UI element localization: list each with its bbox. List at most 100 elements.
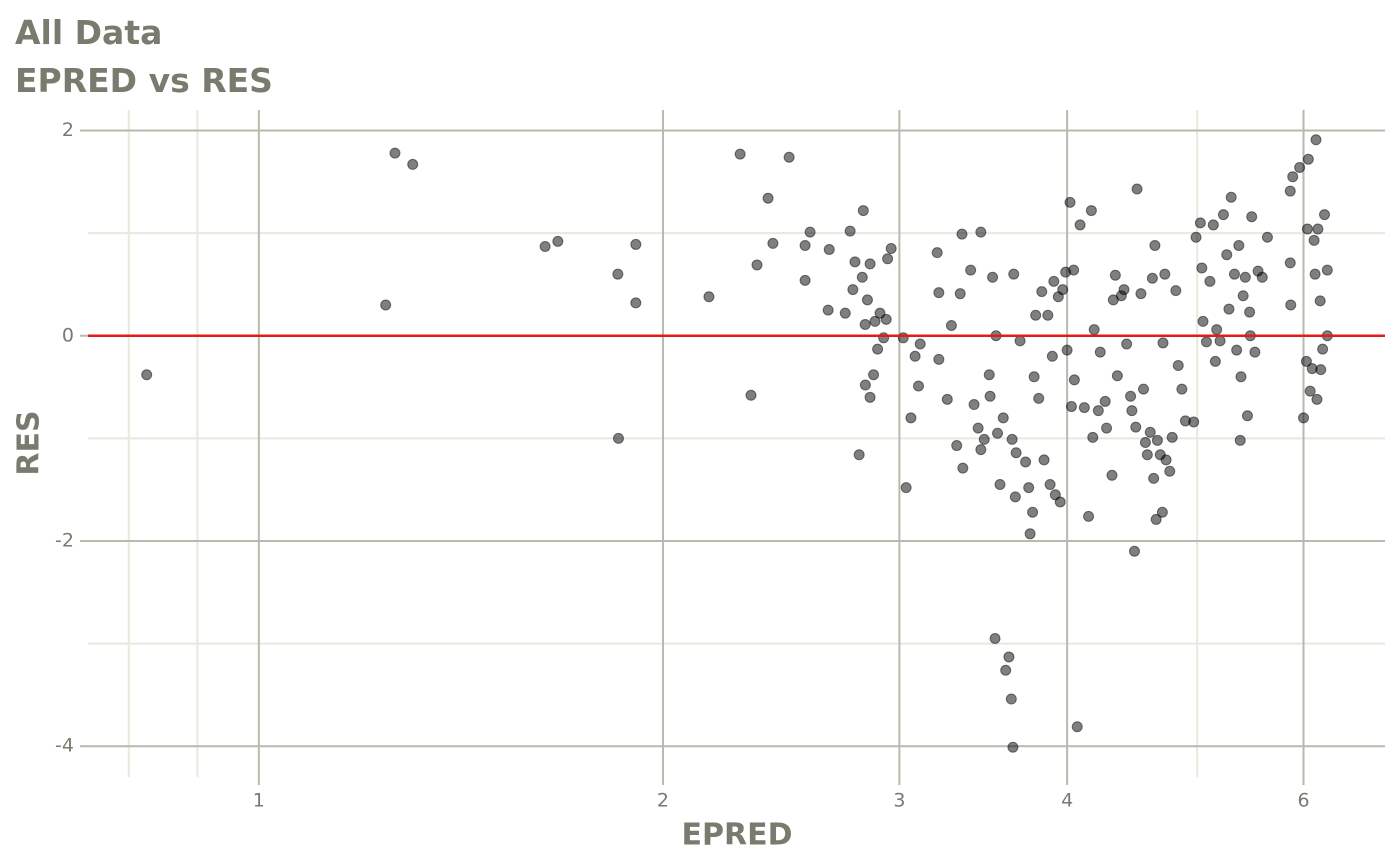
point xyxy=(1150,513,1162,525)
point xyxy=(987,271,999,283)
point xyxy=(783,151,795,163)
point xyxy=(1125,390,1137,402)
point xyxy=(1128,545,1140,557)
point xyxy=(1065,401,1077,413)
point xyxy=(864,258,876,270)
point xyxy=(1101,422,1113,434)
point xyxy=(1048,275,1060,287)
point xyxy=(857,205,869,217)
point xyxy=(872,343,884,355)
point xyxy=(849,256,861,268)
point xyxy=(897,332,909,344)
point xyxy=(1304,385,1316,397)
point xyxy=(1006,433,1018,445)
point xyxy=(1284,185,1296,197)
point xyxy=(983,369,995,381)
point xyxy=(1083,510,1095,522)
point xyxy=(1042,309,1054,321)
point xyxy=(956,228,968,240)
point xyxy=(1302,153,1314,165)
point xyxy=(1221,249,1233,261)
point xyxy=(878,332,890,344)
point xyxy=(1319,209,1331,221)
point xyxy=(804,226,816,238)
point xyxy=(1046,350,1058,362)
point xyxy=(1241,410,1253,422)
point xyxy=(869,315,881,327)
point xyxy=(1159,268,1171,280)
x-tick-label: 2 xyxy=(657,790,669,812)
point xyxy=(994,479,1006,491)
point xyxy=(972,422,984,434)
point xyxy=(965,264,977,276)
point xyxy=(1312,223,1324,235)
point xyxy=(1249,346,1261,358)
point xyxy=(1223,303,1235,315)
point xyxy=(1118,284,1130,296)
point xyxy=(1239,271,1251,283)
point xyxy=(1157,337,1169,349)
point xyxy=(1164,465,1176,477)
point xyxy=(885,243,897,255)
point xyxy=(1109,269,1121,281)
point xyxy=(703,291,715,303)
point xyxy=(1085,205,1097,217)
x-axis-label: EPRED xyxy=(682,818,793,853)
point xyxy=(1030,309,1042,321)
point xyxy=(1078,402,1090,414)
point xyxy=(989,632,1001,644)
point xyxy=(1139,436,1151,448)
point xyxy=(1007,741,1019,753)
point xyxy=(1074,219,1086,231)
point xyxy=(1214,335,1226,347)
point xyxy=(552,235,564,247)
point xyxy=(1135,288,1147,300)
point xyxy=(861,294,873,306)
point xyxy=(1233,239,1245,251)
y-tick-label: 0 xyxy=(62,324,74,346)
chart-title: All Data xyxy=(15,13,162,52)
point xyxy=(1160,454,1172,466)
point xyxy=(1228,268,1240,280)
y-axis-label: RES xyxy=(12,410,47,475)
point xyxy=(1261,231,1273,243)
point xyxy=(1111,370,1123,382)
point xyxy=(1190,231,1202,243)
point xyxy=(909,350,921,362)
point xyxy=(1141,449,1153,461)
point xyxy=(912,380,924,392)
point xyxy=(1301,223,1313,235)
point xyxy=(1149,239,1161,251)
point xyxy=(1087,431,1099,443)
point xyxy=(612,432,624,444)
point xyxy=(914,338,926,350)
point xyxy=(1308,234,1320,246)
point xyxy=(856,271,868,283)
point xyxy=(1023,482,1035,494)
point xyxy=(1057,284,1069,296)
point xyxy=(1126,405,1138,417)
point xyxy=(799,274,811,286)
point xyxy=(945,319,957,331)
point xyxy=(992,427,1004,439)
point xyxy=(612,268,624,280)
chart-subtitle: EPRED vs RES xyxy=(15,61,273,100)
point xyxy=(380,299,392,311)
point xyxy=(1194,217,1206,229)
point xyxy=(1310,134,1322,146)
point xyxy=(1200,336,1212,348)
point xyxy=(751,259,763,271)
point xyxy=(847,284,859,296)
point xyxy=(1237,290,1249,302)
x-tick-label: 3 xyxy=(893,790,905,812)
point xyxy=(1028,371,1040,383)
point xyxy=(1092,405,1104,417)
point xyxy=(762,192,774,204)
point xyxy=(933,353,945,365)
point xyxy=(859,379,871,391)
point xyxy=(880,313,892,325)
point xyxy=(1099,395,1111,407)
point xyxy=(1148,472,1160,484)
